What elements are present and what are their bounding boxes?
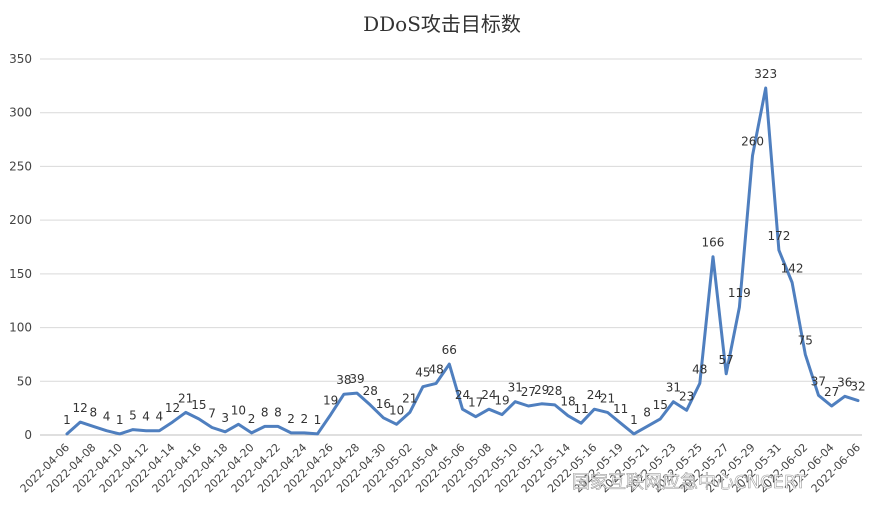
data-label: 119 xyxy=(728,286,751,300)
data-label: 4 xyxy=(155,410,163,424)
data-label: 172 xyxy=(767,229,790,243)
data-label: 2 xyxy=(300,412,308,426)
watermark-text: 国家互联网应急中心CNCERT xyxy=(572,472,807,493)
y-tick-label: 50 xyxy=(17,374,32,388)
data-label: 12 xyxy=(165,401,180,415)
data-label: 75 xyxy=(798,333,813,347)
data-label: 38 xyxy=(336,373,351,387)
data-label: 1 xyxy=(116,413,124,427)
data-label: 21 xyxy=(178,391,193,405)
data-label: 1 xyxy=(63,413,71,427)
data-label: 19 xyxy=(323,394,338,408)
data-label: 5 xyxy=(129,409,137,423)
data-label: 45 xyxy=(415,366,430,380)
data-label: 24 xyxy=(455,388,470,402)
chart-title: DDoS攻击目标数 xyxy=(363,12,521,36)
data-label: 18 xyxy=(560,395,575,409)
data-label: 57 xyxy=(719,353,734,367)
data-label: 48 xyxy=(428,362,443,376)
data-label: 15 xyxy=(191,398,206,412)
data-label: 27 xyxy=(824,385,839,399)
y-axis-ticks: 0 50 100 150 200 250 300 350 xyxy=(9,52,32,442)
y-tick-label: 100 xyxy=(9,321,32,335)
data-label: 36 xyxy=(837,375,852,389)
data-label: 142 xyxy=(781,261,804,275)
series-layer xyxy=(65,86,860,436)
data-label: 4 xyxy=(142,410,150,424)
y-tick-label: 0 xyxy=(24,428,32,442)
data-label: 8 xyxy=(274,405,282,419)
data-label: 37 xyxy=(811,374,826,388)
data-label: 48 xyxy=(692,362,707,376)
data-label: 19 xyxy=(494,394,509,408)
data-label: 1 xyxy=(630,413,638,427)
data-label: 28 xyxy=(547,384,562,398)
data-label: 323 xyxy=(754,67,777,81)
data-label: 24 xyxy=(587,388,602,402)
data-label: 12 xyxy=(73,401,88,415)
data-label: 1 xyxy=(314,413,322,427)
y-tick-label: 200 xyxy=(9,213,32,227)
y-tick-label: 300 xyxy=(9,106,32,120)
data-label: 4 xyxy=(103,410,111,424)
data-label: 2 xyxy=(248,412,256,426)
data-label: 28 xyxy=(363,384,378,398)
y-tick-label: 250 xyxy=(9,159,32,173)
data-label: 16 xyxy=(376,397,391,411)
data-label: 21 xyxy=(402,391,417,405)
data-label: 8 xyxy=(261,405,269,419)
data-label: 166 xyxy=(702,236,725,250)
data-label: 27 xyxy=(521,385,536,399)
data-label: 31 xyxy=(508,381,523,395)
y-tick-label: 350 xyxy=(9,52,32,66)
data-label: 39 xyxy=(349,372,364,386)
data-label: 66 xyxy=(442,343,457,357)
data-label: 10 xyxy=(389,403,404,417)
data-label: 23 xyxy=(679,389,694,403)
data-label: 21 xyxy=(600,391,615,405)
data-label: 8 xyxy=(90,405,98,419)
data-label: 3 xyxy=(221,411,229,425)
y-tick-label: 150 xyxy=(9,267,32,281)
series-line xyxy=(65,86,860,436)
gridlines xyxy=(40,58,862,436)
data-label: 24 xyxy=(481,388,496,402)
data-label: 31 xyxy=(666,381,681,395)
data-label: 17 xyxy=(468,396,483,410)
data-label: 15 xyxy=(653,398,668,412)
data-label: 260 xyxy=(741,135,764,149)
data-label: 29 xyxy=(534,383,549,397)
data-label: 32 xyxy=(850,380,865,394)
data-label: 11 xyxy=(613,402,628,416)
data-label: 2 xyxy=(287,412,295,426)
data-label: 8 xyxy=(643,405,651,419)
data-label: 10 xyxy=(231,403,246,417)
data-label: 11 xyxy=(574,402,589,416)
data-label: 7 xyxy=(208,406,216,420)
